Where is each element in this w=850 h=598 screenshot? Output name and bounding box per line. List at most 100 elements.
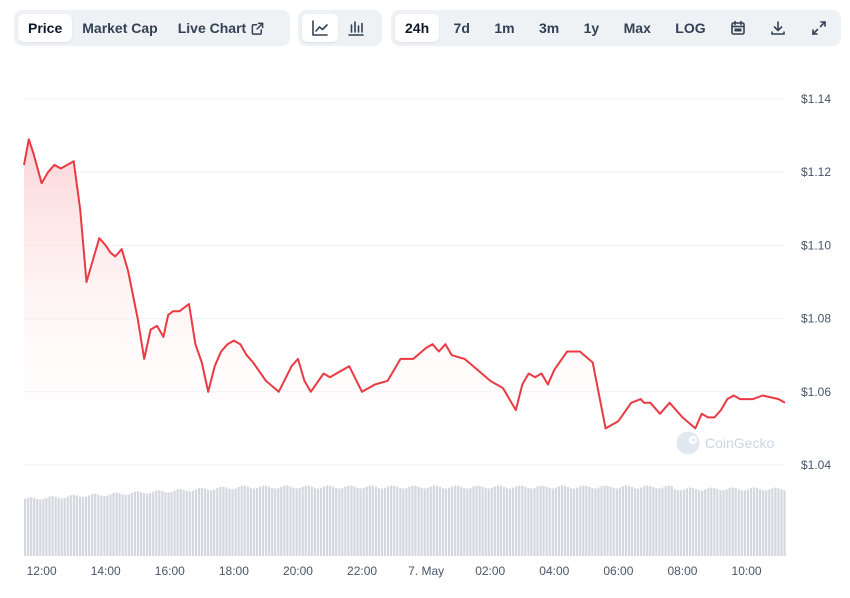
volume-bar bbox=[383, 487, 387, 556]
volume-bar bbox=[627, 485, 631, 556]
volume-bar bbox=[100, 495, 103, 556]
calendar-icon[interactable] bbox=[720, 14, 756, 42]
volume-bar bbox=[109, 494, 112, 556]
volume-bar bbox=[673, 489, 676, 556]
volume-bar bbox=[200, 487, 204, 556]
volume-bar bbox=[588, 487, 591, 556]
volume-bar bbox=[231, 489, 234, 556]
log-toggle[interactable]: LOG bbox=[675, 20, 706, 36]
volume-bar bbox=[130, 493, 133, 556]
volume-bar bbox=[185, 490, 188, 556]
volume-bar bbox=[179, 489, 182, 556]
volume-bar bbox=[579, 486, 582, 556]
volume-bar bbox=[405, 487, 408, 556]
volume-bar bbox=[542, 485, 545, 556]
volume-bar bbox=[441, 488, 445, 556]
candlestick-icon[interactable] bbox=[338, 14, 374, 42]
volume-bar bbox=[597, 487, 600, 556]
volume-bar bbox=[420, 488, 423, 556]
volume-bar bbox=[289, 486, 292, 556]
volume-bar bbox=[710, 487, 713, 556]
volume-bar bbox=[158, 490, 161, 556]
volume-bar bbox=[149, 493, 152, 556]
coingecko-logo-icon bbox=[676, 431, 700, 455]
volume-bar bbox=[539, 485, 542, 556]
line-chart-icon[interactable] bbox=[302, 14, 338, 42]
y-tick-label: $1.06 bbox=[801, 385, 831, 399]
tab-live-chart[interactable]: Live Chart bbox=[168, 14, 274, 42]
volume-bar bbox=[225, 487, 228, 556]
volume-bar bbox=[496, 485, 499, 556]
volume-bar bbox=[679, 490, 682, 556]
volume-bar bbox=[341, 487, 344, 556]
volume-bar bbox=[591, 488, 594, 556]
volume-bar bbox=[359, 488, 362, 556]
volume-bar bbox=[170, 492, 173, 556]
volume-bar bbox=[490, 487, 493, 556]
volume-bar bbox=[402, 488, 405, 556]
volume-bar bbox=[78, 496, 82, 556]
tab-price[interactable]: Price bbox=[18, 14, 73, 42]
volume-bar bbox=[380, 488, 384, 556]
volume-bar bbox=[75, 495, 78, 556]
volume-bar bbox=[280, 486, 283, 556]
volume-bar bbox=[249, 487, 252, 556]
volume-bar bbox=[411, 485, 414, 556]
fullscreen-icon[interactable] bbox=[801, 14, 837, 42]
volume-bar bbox=[664, 486, 667, 556]
volume-bar bbox=[570, 488, 573, 556]
volume-bar bbox=[204, 488, 207, 556]
range-max[interactable]: Max bbox=[623, 20, 651, 36]
volume-bar bbox=[566, 487, 570, 556]
volume-bar bbox=[451, 486, 454, 556]
volume-bar bbox=[600, 486, 603, 556]
volume-bar bbox=[487, 488, 490, 556]
volume-bar bbox=[685, 488, 688, 556]
volume-bar bbox=[448, 487, 451, 556]
volume-bar bbox=[545, 486, 548, 556]
volume-bar bbox=[630, 487, 634, 556]
volume-bar bbox=[554, 487, 557, 556]
volume-bar bbox=[234, 488, 237, 556]
x-tick-label: 22:00 bbox=[347, 564, 377, 578]
volume-bar bbox=[295, 488, 298, 556]
volume-bar bbox=[228, 488, 231, 556]
volume-bar bbox=[377, 488, 380, 556]
download-icon[interactable] bbox=[760, 14, 796, 42]
volume-bar bbox=[484, 488, 487, 556]
volume-bar bbox=[563, 485, 567, 556]
volume-bar bbox=[454, 485, 457, 556]
volume-bar bbox=[560, 485, 563, 556]
volume-bar bbox=[783, 490, 786, 556]
volume-bar bbox=[301, 486, 304, 556]
range-1y[interactable]: 1y bbox=[583, 20, 600, 36]
volume-bar bbox=[197, 488, 201, 556]
volume-bar bbox=[396, 486, 399, 556]
volume-bar bbox=[429, 486, 432, 556]
volume-bar bbox=[60, 498, 63, 556]
volume-bar bbox=[481, 486, 484, 556]
volume-bar bbox=[780, 489, 783, 556]
volume-bar bbox=[548, 488, 551, 556]
volume-bar bbox=[670, 485, 673, 556]
chart-toolbar: Price Market Cap Live Chart 24h 7d 1m 3m bbox=[14, 10, 841, 46]
volume-bar bbox=[347, 485, 350, 556]
volume-bar bbox=[774, 487, 777, 556]
range-1m[interactable]: 1m bbox=[494, 20, 515, 36]
volume-bar bbox=[701, 490, 704, 556]
range-24h[interactable]: 24h bbox=[395, 14, 440, 42]
volume-bar bbox=[216, 488, 219, 556]
volume-bar bbox=[27, 497, 30, 556]
x-tick-label: 06:00 bbox=[603, 564, 633, 578]
volume-bar bbox=[746, 489, 749, 556]
volume-bar bbox=[94, 493, 97, 556]
volume-bar bbox=[594, 488, 597, 556]
volume-bar bbox=[121, 494, 124, 556]
volume-bar bbox=[30, 497, 33, 556]
volume-bar bbox=[213, 489, 216, 556]
volume-bar bbox=[124, 494, 127, 556]
tab-market-cap[interactable]: Market Cap bbox=[82, 20, 158, 36]
volume-bar bbox=[332, 486, 335, 556]
range-3m[interactable]: 3m bbox=[538, 20, 560, 36]
range-7d[interactable]: 7d bbox=[453, 20, 470, 36]
